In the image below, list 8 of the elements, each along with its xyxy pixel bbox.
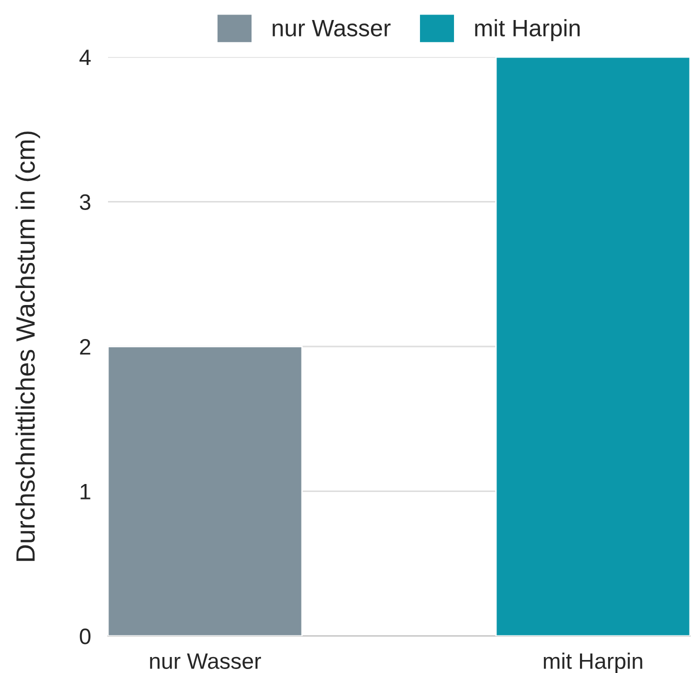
legend-label: nur Wasser (272, 20, 391, 36)
y-tick-label: 4 (79, 50, 91, 66)
y-tick-label: 0 (80, 628, 90, 644)
legend-label: mit Harpin (475, 19, 580, 42)
y-tick-label: 1 (80, 484, 90, 500)
y-tick-label: 2 (80, 339, 90, 355)
y-axis-title: Durchschnittliches Wachstum in (cm) (15, 132, 40, 561)
y-tick-label: 3 (80, 194, 90, 210)
